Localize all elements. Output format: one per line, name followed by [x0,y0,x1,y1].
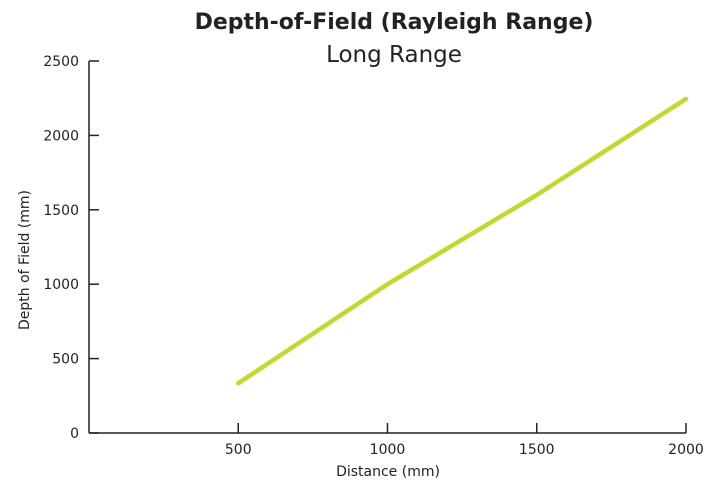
y-tick-label: 1000 [43,277,79,293]
y-tick-label: 2000 [43,128,79,144]
y-axis-label: Depth of Field (mm) [17,190,33,330]
x-tick-label: 1500 [519,442,555,458]
x-tick-label: 500 [225,442,252,458]
y-tick-label: 500 [52,352,79,368]
x-tick-label: 1000 [370,442,406,458]
y-tick-label: 2500 [43,54,79,70]
series-layer [236,96,689,386]
axes: 0 500 1000 1500 2000 2500 500 1000 1500 2000 [43,54,703,458]
series-line-1 [236,96,689,386]
chart-subtitle: Long Range [326,42,462,68]
y-tick-label: 0 [70,426,79,442]
chart-title: Depth-of-Field (Rayleigh Range) [194,10,594,35]
x-axis-label: Distance (mm) [336,464,440,480]
y-tick-label: 1500 [43,203,79,219]
x-tick-label: 2000 [668,442,704,458]
